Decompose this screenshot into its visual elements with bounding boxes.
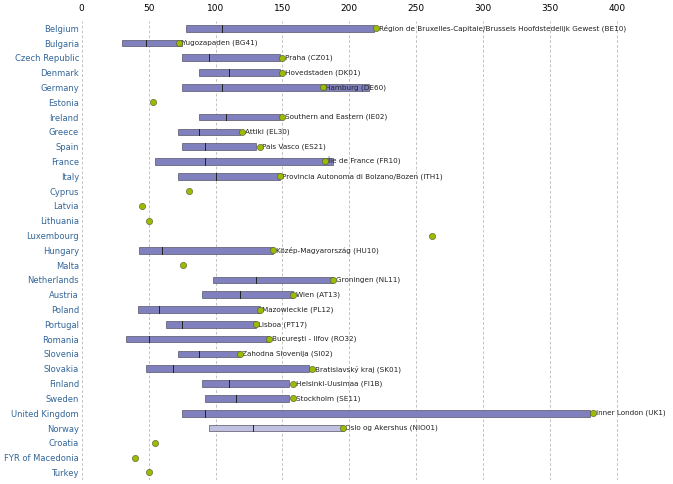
Text: Provincia Autonoma di Bolzano/Bozen (ITH1): Provincia Autonoma di Bolzano/Bozen (ITH…: [283, 173, 443, 180]
Bar: [213, 276, 333, 283]
Text: Helsinki-Uusimaa (FI1B): Helsinki-Uusimaa (FI1B): [296, 380, 382, 387]
Bar: [146, 365, 310, 372]
Text: Oslo og Akershus (NIO01): Oslo og Akershus (NIO01): [345, 425, 438, 431]
Bar: [199, 114, 280, 121]
Text: Mazowieckie (PL12): Mazowieckie (PL12): [262, 306, 334, 313]
Bar: [209, 424, 343, 431]
Text: Stockholm (SE11): Stockholm (SE11): [296, 395, 360, 402]
Text: Zahodna Slovenija (SI02): Zahodna Slovenija (SI02): [242, 351, 333, 357]
Text: Wien (AT13): Wien (AT13): [296, 291, 340, 298]
Bar: [178, 129, 240, 135]
Bar: [178, 173, 280, 180]
Bar: [182, 143, 256, 150]
Bar: [166, 321, 256, 328]
Text: Inner London (UK1): Inner London (UK1): [596, 410, 666, 416]
Text: Pais Vasco (ES21): Pais Vasco (ES21): [262, 143, 326, 150]
Text: Attiki (EL30): Attiki (EL30): [245, 129, 289, 135]
Bar: [202, 380, 289, 387]
Text: Southern and Eastern (IE02): Southern and Eastern (IE02): [285, 114, 388, 121]
Text: Île de France (FR10): Île de France (FR10): [328, 157, 400, 166]
Bar: [182, 55, 280, 61]
Bar: [138, 306, 260, 313]
Text: Yugozapaden (BG41): Yugozapaden (BG41): [182, 40, 258, 46]
Bar: [155, 158, 333, 165]
Text: Bratislavský kraj (SK01): Bratislavský kraj (SK01): [314, 365, 400, 373]
Bar: [202, 291, 293, 298]
Text: Hamburg (DE60): Hamburg (DE60): [325, 84, 386, 91]
Text: Lisboa (PT17): Lisboa (PT17): [258, 321, 308, 328]
Bar: [178, 350, 240, 357]
Text: Praha (CZ01): Praha (CZ01): [285, 55, 332, 61]
Bar: [199, 69, 280, 76]
Bar: [182, 410, 590, 417]
Bar: [126, 336, 269, 343]
Bar: [205, 395, 289, 402]
Text: Hovedstaden (DK01): Hovedstaden (DK01): [285, 69, 361, 76]
Text: Bucureşti - Ilfov (RO32): Bucureşti - Ilfov (RO32): [272, 336, 356, 342]
Bar: [139, 247, 273, 254]
Bar: [186, 25, 374, 31]
Text: Groningen (NL11): Groningen (NL11): [336, 277, 400, 283]
Bar: [182, 84, 369, 91]
Text: Région de Bruxelles-Capitale/Brussels Hoofdstedelijk Gewest (BE10): Région de Bruxelles-Capitale/Brussels Ho…: [379, 25, 626, 32]
Text: Közép-Magyarország (HU10): Közép-Magyarország (HU10): [276, 246, 378, 254]
Bar: [122, 40, 182, 46]
